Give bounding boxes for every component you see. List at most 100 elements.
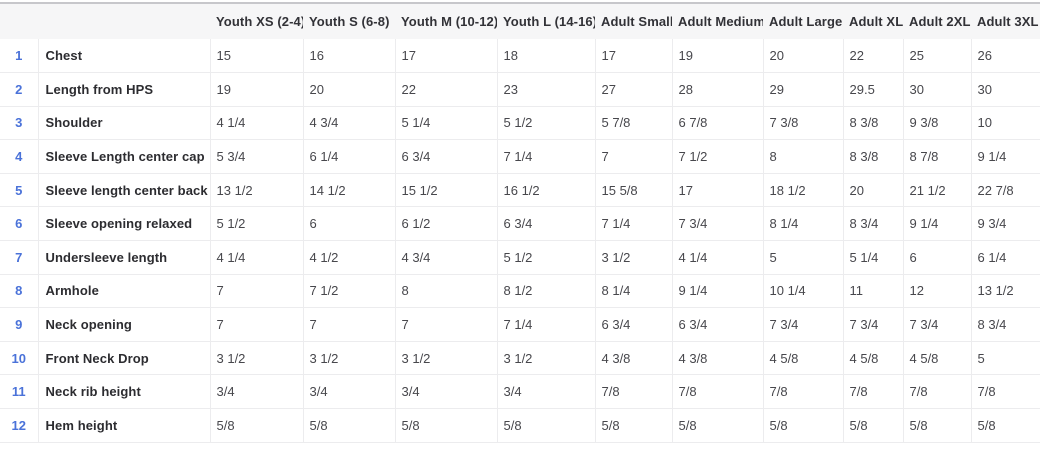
cell-value: 5/8: [302, 408, 395, 443]
cell-value: 7 3/4: [842, 307, 903, 342]
cell-value: 5/8: [594, 408, 672, 443]
cell-value: 4 1/4: [671, 240, 763, 275]
cell-value: 7 1/4: [496, 139, 595, 174]
cell-value: 5/8: [902, 408, 971, 443]
cell-value: 18 1/2: [762, 173, 843, 208]
table-body: 1 Chest 15 16 17 18 17 19 20 22 25 26 2 Length from H…: [0, 39, 1040, 443]
cell-value: 3/4: [394, 374, 497, 410]
cell-value: 6 1/2: [394, 206, 497, 242]
cell-value: 8 7/8: [902, 139, 971, 174]
cell-value: 4 3/8: [594, 341, 672, 376]
cell-value: 15: [209, 39, 303, 74]
cell-value: 15 5/8: [594, 173, 672, 208]
cell-value: 5/8: [496, 408, 595, 443]
cell-value: 7/8: [902, 374, 971, 410]
cell-value: 9 3/4: [970, 206, 1040, 242]
cell-value: 16: [302, 39, 395, 74]
cell-value: 7 1/2: [671, 139, 763, 174]
size-chart-table: Youth XS (2-4) Youth S (6-8) Youth M (10…: [0, 2, 1040, 443]
cell-value: 29: [762, 72, 843, 107]
cell-value: 13 1/2: [970, 274, 1040, 309]
cell-value: 12: [902, 274, 971, 309]
cell-value: 5 3/4: [209, 139, 303, 174]
cell-value: 8: [394, 274, 497, 309]
cell-value: 13 1/2: [209, 173, 303, 208]
cell-value: 10 1/4: [762, 274, 843, 309]
cell-value: 7/8: [842, 374, 903, 410]
cell-value: 7 3/4: [902, 307, 971, 342]
row-number: 7: [0, 240, 38, 275]
cell-value: 8 1/4: [762, 206, 843, 242]
cell-value: 7: [302, 307, 395, 342]
cell-value: 5 1/2: [496, 240, 595, 275]
cell-value: 17: [394, 39, 497, 74]
cell-value: 5/8: [671, 408, 763, 443]
cell-value: 6 3/4: [394, 139, 497, 174]
cell-value: 9 1/4: [671, 274, 763, 309]
cell-value: 15 1/2: [394, 173, 497, 208]
cell-value: 7 1/2: [302, 274, 395, 309]
table-row: 12 Hem height 5/8 5/8 5/8 5/8 5/8 5/8 5/8 5/8 5/8 5…: [0, 408, 1040, 443]
cell-value: 22 7/8: [970, 173, 1040, 208]
cell-value: 7: [394, 307, 497, 342]
table-row: 8 Armhole 7 7 1/2 8 8 1/2 8 1/4 9 1/4 10 1/4 11 12…: [0, 274, 1040, 309]
table-row: 2 Length from HPS 19 20 22 23 27 28 29 29.5 30 30: [0, 72, 1040, 107]
row-number: 5: [0, 173, 38, 208]
cell-value: 7: [209, 307, 303, 342]
corner-cell-number: [0, 3, 38, 39]
cell-value: 7/8: [594, 374, 672, 410]
row-label: Shoulder: [37, 106, 210, 141]
cell-value: 4 5/8: [902, 341, 971, 376]
cell-value: 3 1/2: [394, 341, 497, 376]
cell-value: 30: [902, 72, 971, 107]
table-row: 1 Chest 15 16 17 18 17 19 20 22 25 26: [0, 39, 1040, 74]
corner-cell-label: [38, 3, 210, 39]
cell-value: 5: [762, 240, 843, 275]
cell-value: 7/8: [762, 374, 843, 410]
cell-value: 5/8: [394, 408, 497, 443]
row-number: 9: [0, 307, 38, 342]
cell-value: 20: [762, 39, 843, 74]
row-label: Undersleeve length: [37, 240, 210, 275]
cell-value: 5/8: [970, 408, 1040, 443]
cell-value: 6 3/4: [594, 307, 672, 342]
cell-value: 6: [902, 240, 971, 275]
cell-value: 3/4: [496, 374, 595, 410]
cell-value: 9 1/4: [970, 139, 1040, 174]
table-row: 9 Neck opening 7 7 7 7 1/4 6 3/4 6 3/4 7 3/4 7 3/…: [0, 307, 1040, 342]
cell-value: 7 3/4: [671, 206, 763, 242]
cell-value: 5 1/4: [842, 240, 903, 275]
cell-value: 9 3/8: [902, 106, 971, 141]
cell-value: 14 1/2: [302, 173, 395, 208]
cell-value: 19: [671, 39, 763, 74]
cell-value: 30: [970, 72, 1040, 107]
row-number: 10: [0, 341, 38, 376]
cell-value: 10: [970, 106, 1040, 141]
cell-value: 5 1/2: [209, 206, 303, 242]
row-number: 1: [0, 39, 38, 74]
row-label: Hem height: [37, 408, 210, 443]
cell-value: 23: [496, 72, 595, 107]
row-label: Front Neck Drop: [37, 341, 210, 376]
cell-value: 7 3/4: [762, 307, 843, 342]
cell-value: 5 7/8: [594, 106, 672, 141]
cell-value: 3 1/2: [496, 341, 595, 376]
table-row: 11 Neck rib height 3/4 3/4 3/4 3/4 7/8 7/8 7/8 7/…: [0, 374, 1040, 410]
column-header: Adult 2XL: [903, 3, 971, 39]
column-header: Youth M (10-12): [395, 3, 497, 39]
column-header: Adult 3XL: [971, 3, 1040, 39]
cell-value: 20: [302, 72, 395, 107]
cell-value: 3 1/2: [209, 341, 303, 376]
cell-value: 3/4: [209, 374, 303, 410]
size-chart: Youth XS (2-4) Youth S (6-8) Youth M (10…: [0, 2, 1040, 443]
cell-value: 5/8: [762, 408, 843, 443]
cell-value: 3 1/2: [302, 341, 395, 376]
row-number: 12: [0, 408, 38, 443]
table-row: 10 Front Neck Drop 3 1/2 3 1/2 3 1/2 3 1/2 4 3…: [0, 341, 1040, 376]
cell-value: 8: [762, 139, 843, 174]
column-header: Adult XL: [843, 3, 903, 39]
cell-value: 7 1/4: [594, 206, 672, 242]
header-row: Youth XS (2-4) Youth S (6-8) Youth M (10…: [0, 3, 1040, 39]
column-header: Youth S (6-8): [303, 3, 395, 39]
table-row: 3 Shoulder 4 1/4 4 3/4 5 1/4 5 1/2 5 7/8 6 7/8 7…: [0, 106, 1040, 141]
